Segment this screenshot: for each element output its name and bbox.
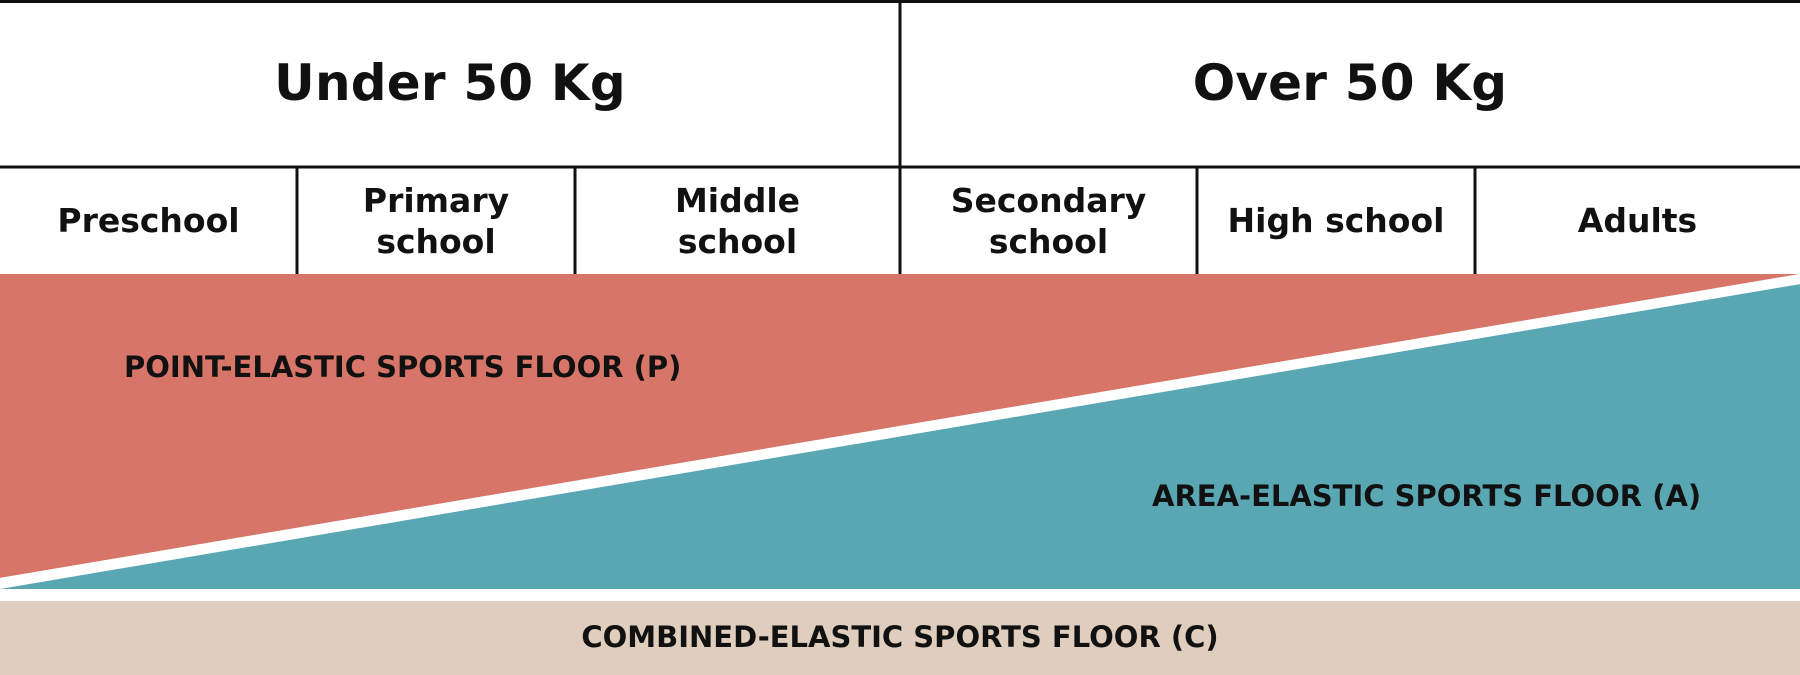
age-group-high-school: High school [1227,201,1445,241]
diagonal-divider [0,274,1800,588]
area-elastic-region [0,284,1800,589]
age-group-secondary-school: Secondary school [950,181,1147,261]
combined-elastic-region [0,601,1800,675]
combined-elastic-label: COMBINED-ELASTIC SPORTS FLOOR (C) [581,620,1219,655]
area-elastic-label: AREA-ELASTIC SPORTS FLOOR (A) [1152,479,1702,514]
age-group-primary-school: Primary school [362,181,510,261]
age-group-adults: Adults [1577,201,1698,241]
weight-group-under-50: Under 50 Kg [274,54,626,112]
weight-group-over-50: Over 50 Kg [1192,54,1508,112]
point-elastic-label: POINT-ELASTIC SPORTS FLOOR (P) [124,350,682,385]
age-group-middle-school: Middle school [674,181,801,261]
age-group-preschool: Preschool [57,201,240,241]
